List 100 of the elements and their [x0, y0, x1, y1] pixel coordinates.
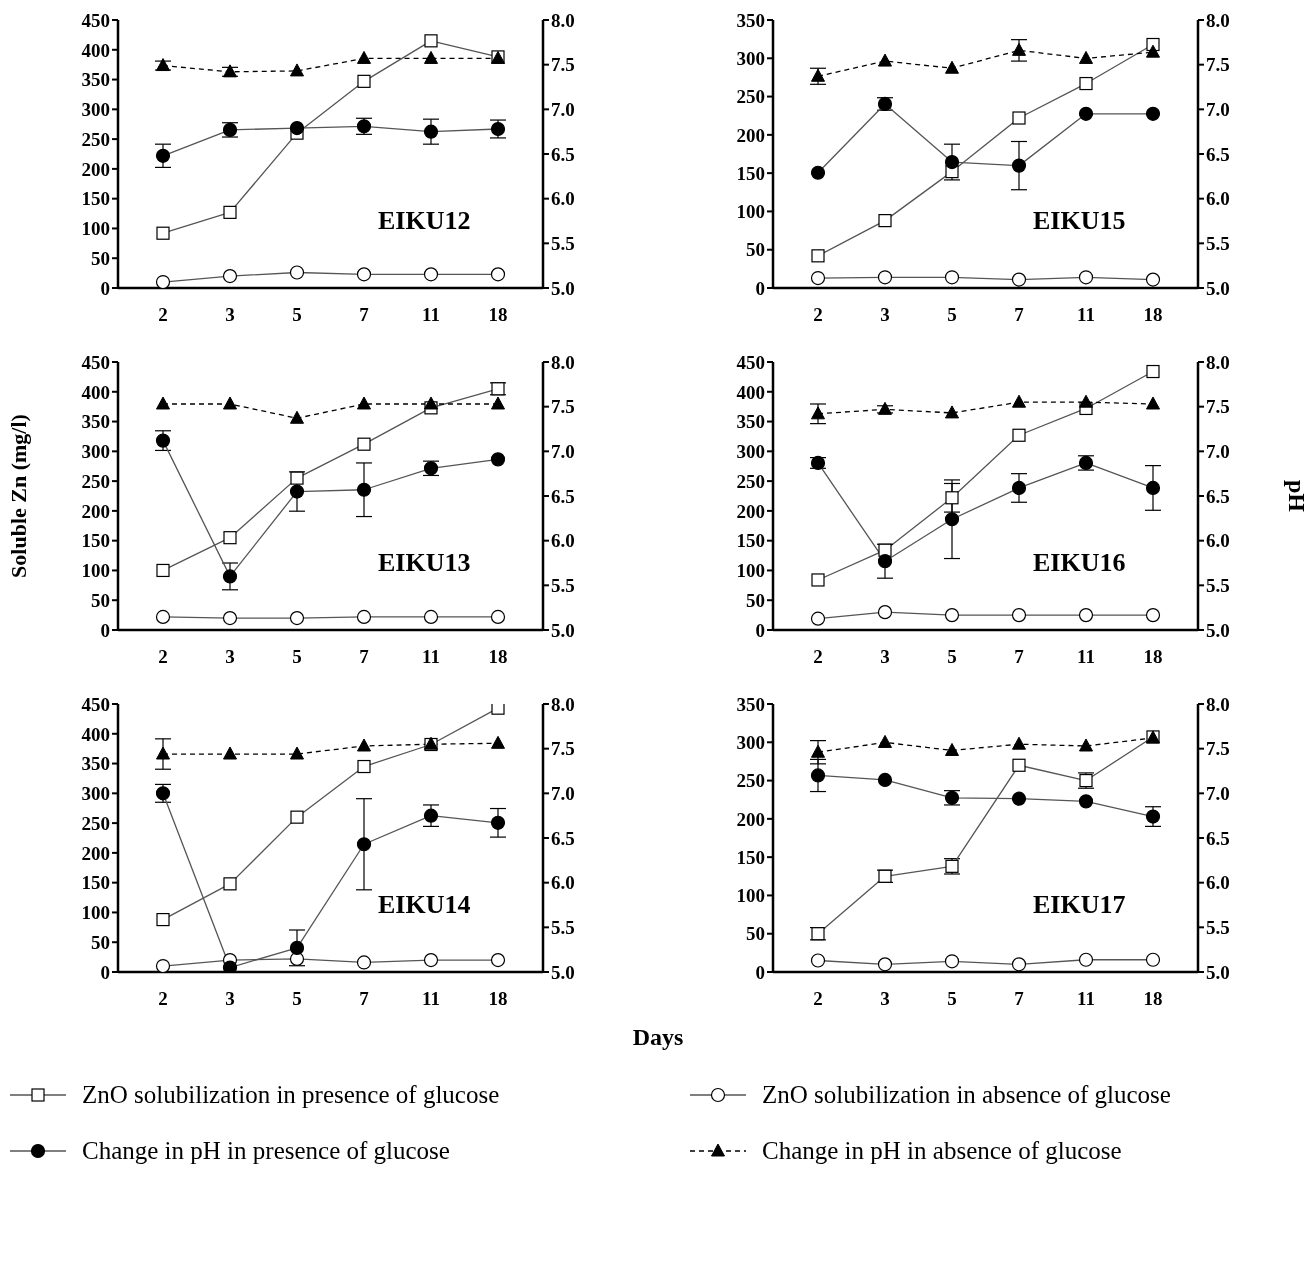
y2-tick-label: 5.5: [551, 917, 575, 939]
y2-tick-label: 7.0: [1206, 99, 1230, 121]
y-tick-label: 100: [81, 218, 110, 240]
annotation: EIKU16: [1033, 548, 1126, 578]
x-tick-label: 2: [158, 304, 168, 326]
x-tick-label: 11: [422, 304, 440, 326]
y2-tick-label: 7.5: [551, 54, 575, 76]
y-tick-label: 250: [736, 470, 765, 492]
x-tick-label: 5: [292, 646, 302, 668]
y2-tick-label: 6.0: [551, 530, 575, 552]
y-tick-label: 250: [736, 770, 765, 792]
y-tick-label: 200: [736, 500, 765, 522]
x-tick-label: 2: [813, 646, 823, 668]
x-tick-label: 7: [359, 646, 370, 668]
y2-tick-label: 6.0: [1206, 872, 1230, 894]
x-tick-label: 3: [225, 646, 235, 668]
y-tick-label: 200: [81, 842, 110, 864]
x-tick-label: 18: [1143, 646, 1163, 668]
x-tick-label: 11: [1077, 304, 1095, 326]
y-tick-label: 300: [736, 441, 765, 463]
y-tick-label: 350: [81, 411, 110, 433]
y-axis-title: Soluble Zn (mg/l): [5, 414, 31, 578]
y2-tick-label: 6.5: [1206, 827, 1230, 849]
x-tick-label: 2: [813, 304, 823, 326]
y2-tick-label: 5.0: [1206, 961, 1230, 983]
y2-tick-label: 6.5: [1206, 143, 1230, 165]
y2-tick-label: 8.0: [551, 351, 575, 373]
x-tick-label: 3: [880, 988, 890, 1010]
y2-tick-label: 5.5: [551, 233, 575, 255]
y-tick-label: 0: [755, 961, 765, 983]
y2-tick-label: 5.0: [551, 277, 575, 299]
y-tick-label: 150: [81, 530, 110, 552]
y2-tick-label: 8.0: [1206, 693, 1230, 715]
y-tick-label: 350: [81, 753, 110, 775]
y2-tick-label: 5.0: [551, 619, 575, 641]
legend-label: ZnO solubilization in presence of glucose: [82, 1081, 500, 1109]
y-tick-label: 300: [81, 99, 110, 121]
y2-tick-label: 6.0: [551, 872, 575, 894]
y-tick-label: 450: [736, 351, 765, 373]
x-tick-label: 5: [292, 304, 302, 326]
y-tick-label: 50: [746, 589, 765, 611]
y2-tick-label: 8.0: [1206, 9, 1230, 31]
y-tick-label: 300: [736, 732, 765, 754]
y-tick-label: 250: [81, 128, 110, 150]
y2-tick-label: 7.0: [551, 99, 575, 121]
annotation: EIKU12: [378, 206, 471, 236]
y2-axis-title: pH: [1284, 479, 1311, 513]
x-tick-label: 11: [422, 646, 440, 668]
y2-tick-label: 7.5: [1206, 54, 1230, 76]
y-tick-label: 400: [736, 381, 765, 403]
x-tick-label: 5: [947, 304, 957, 326]
y2-tick-label: 5.5: [551, 575, 575, 597]
x-tick-label: 2: [813, 988, 823, 1010]
y2-tick-label: 8.0: [551, 693, 575, 715]
y-tick-label: 200: [81, 500, 110, 522]
x-tick-label: 7: [1014, 646, 1025, 668]
y-tick-label: 0: [100, 277, 110, 299]
y2-tick-label: 7.5: [1206, 738, 1230, 760]
y-tick-label: 300: [81, 783, 110, 805]
y-tick-label: 350: [736, 9, 765, 31]
y2-tick-label: 6.5: [1206, 485, 1230, 507]
y2-tick-label: 5.0: [1206, 277, 1230, 299]
y-tick-label: 100: [736, 560, 765, 582]
x-tick-label: 11: [1077, 988, 1095, 1010]
x-tick-label: 3: [225, 304, 235, 326]
y2-tick-label: 7.5: [551, 738, 575, 760]
x-tick-label: 7: [359, 304, 370, 326]
y-tick-label: 150: [81, 188, 110, 210]
y2-tick-label: 8.0: [551, 9, 575, 31]
legend-label: Change in pH in absence of glucose: [762, 1137, 1122, 1165]
y-tick-label: 350: [736, 693, 765, 715]
x-tick-label: 2: [158, 988, 168, 1010]
y-tick-label: 200: [736, 808, 765, 830]
annotation: EIKU13: [378, 548, 471, 578]
y-tick-label: 150: [736, 162, 765, 184]
y-tick-label: 300: [81, 441, 110, 463]
y2-tick-label: 6.0: [551, 188, 575, 210]
y2-tick-label: 7.5: [551, 396, 575, 418]
x-tick-label: 18: [488, 646, 508, 668]
y-tick-label: 100: [81, 560, 110, 582]
y-tick-label: 50: [91, 589, 110, 611]
y-tick-label: 100: [736, 885, 765, 907]
y-tick-label: 300: [736, 48, 765, 70]
y-tick-label: 0: [755, 277, 765, 299]
y-tick-label: 400: [81, 381, 110, 403]
y2-tick-label: 5.5: [1206, 233, 1230, 255]
y-tick-label: 0: [100, 961, 110, 983]
y2-tick-label: 5.5: [1206, 575, 1230, 597]
x-tick-label: 18: [1143, 304, 1163, 326]
x-tick-label: 5: [947, 988, 957, 1010]
x-tick-label: 3: [225, 988, 235, 1010]
y2-tick-label: 7.0: [551, 783, 575, 805]
y-tick-label: 450: [81, 693, 110, 715]
y-tick-label: 50: [91, 247, 110, 269]
y-tick-label: 0: [100, 619, 110, 641]
x-tick-label: 11: [422, 988, 440, 1010]
x-tick-label: 18: [488, 988, 508, 1010]
legend-label: ZnO solubilization in absence of glucose: [762, 1081, 1171, 1109]
x-tick-label: 3: [880, 646, 890, 668]
y2-tick-label: 5.0: [551, 961, 575, 983]
